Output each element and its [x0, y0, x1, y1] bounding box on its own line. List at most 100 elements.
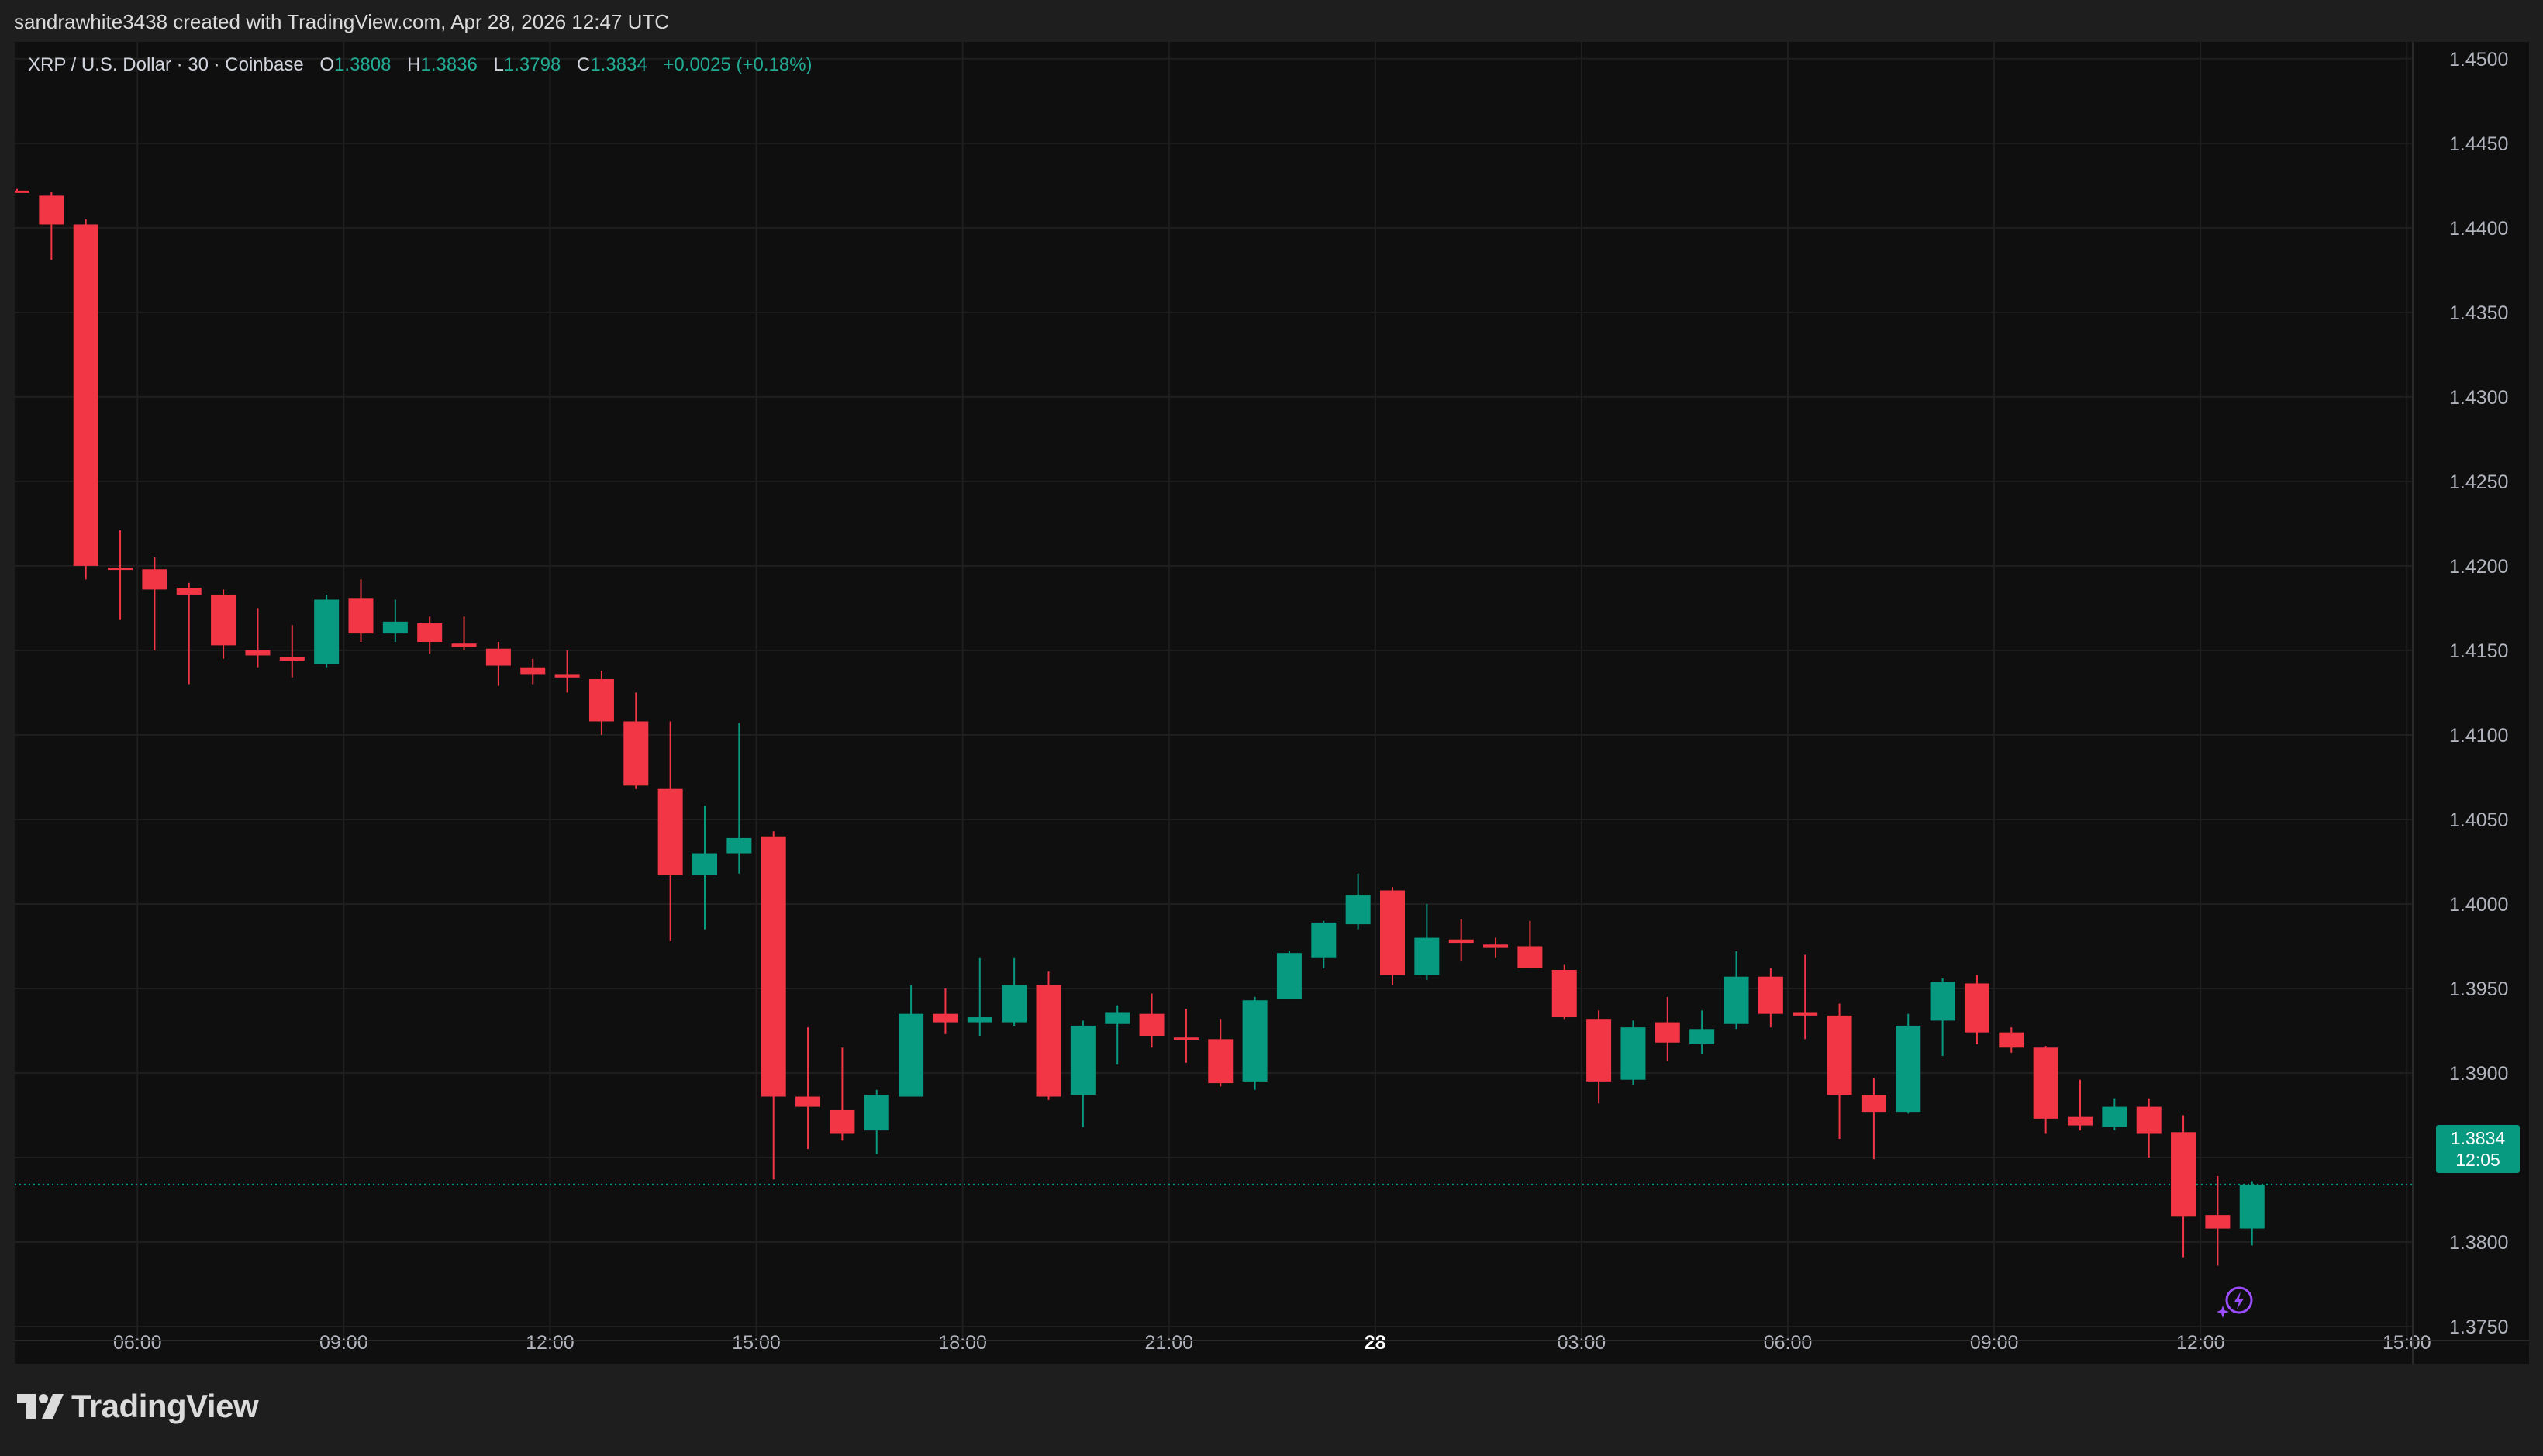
last-price-tag: 1.3834 12:05	[2436, 1125, 2520, 1173]
candle-body[interactable]	[1793, 1012, 1818, 1016]
candle-body[interactable]	[1896, 1025, 1921, 1113]
candle-body[interactable]	[73, 224, 98, 566]
lightning-bolt-icon[interactable]	[2216, 1284, 2255, 1320]
candle-body[interactable]	[830, 1109, 855, 1134]
candlestick-chart[interactable]: 1.4500 1.4450 1.4400 1.4350 1.4300 1.4250 1.42…	[15, 42, 2529, 1364]
candle-body[interactable]	[2239, 1184, 2265, 1229]
bar-countdown: 12:05	[2455, 1150, 2500, 1170]
candle-body[interactable]	[2068, 1116, 2093, 1126]
candle-body[interactable]	[2171, 1132, 2196, 1217]
candle-body[interactable]	[1689, 1029, 1715, 1044]
x-axis-tick-label: 06:00	[113, 1332, 162, 1354]
candle-body[interactable]	[933, 1013, 958, 1023]
candle-body[interactable]	[108, 568, 133, 571]
brand-name: TradingView	[71, 1388, 259, 1424]
candle-body[interactable]	[2102, 1106, 2127, 1127]
candle-body[interactable]	[1620, 1027, 1646, 1080]
candle-body[interactable]	[485, 648, 511, 666]
y-axis-tick-label: 1.4350	[2449, 302, 2508, 324]
candle-body[interactable]	[1345, 895, 1371, 925]
candle-body[interactable]	[899, 1013, 924, 1097]
candle-body[interactable]	[1551, 969, 1577, 1018]
candle-body[interactable]	[1483, 944, 1509, 948]
candle-body[interactable]	[1517, 946, 1543, 968]
open-label: O	[319, 54, 335, 75]
candle-body[interactable]	[1964, 983, 1989, 1033]
candle-body[interactable]	[795, 1096, 821, 1107]
candle-body[interactable]	[1242, 1000, 1268, 1082]
candle-body[interactable]	[142, 569, 167, 590]
candle-body[interactable]	[1586, 1019, 1612, 1082]
candle-body[interactable]	[520, 667, 546, 675]
x-axis-tick-label: 09:00	[1970, 1332, 2019, 1354]
y-axis-tick-label: 1.4150	[2449, 640, 2508, 662]
candle-body[interactable]	[1276, 953, 1302, 999]
symbol-legend: XRP / U.S. Dollar · 30 · Coinbase O1.380…	[28, 54, 813, 76]
candle-body[interactable]	[1758, 976, 1783, 1014]
candle-body[interactable]	[2033, 1047, 2058, 1119]
x-axis-tick-label: 15:00	[2383, 1332, 2431, 1354]
high-value: 1.3836	[420, 54, 478, 75]
y-axis-tick-label: 1.4100	[2449, 725, 2508, 747]
candle-body[interactable]	[657, 788, 683, 875]
candle-body[interactable]	[211, 594, 236, 646]
candle-body[interactable]	[692, 853, 717, 875]
candle-body[interactable]	[864, 1095, 889, 1131]
candle-body[interactable]	[451, 643, 477, 647]
x-axis-tick-label: 06:00	[1764, 1332, 1813, 1354]
candle-body[interactable]	[348, 598, 374, 634]
x-axis-tick-label: 15:00	[732, 1332, 781, 1354]
candle-body[interactable]	[1827, 1015, 1852, 1095]
tradingview-logo[interactable]: TradingView	[17, 1388, 259, 1425]
candle-body[interactable]	[417, 623, 443, 643]
candle-body[interactable]	[314, 599, 340, 664]
candle-body[interactable]	[176, 588, 202, 595]
candle-body[interactable]	[245, 650, 271, 656]
candle-body[interactable]	[1311, 922, 1337, 958]
candle-body[interactable]	[1655, 1022, 1680, 1043]
close-value: 1.3834	[590, 54, 647, 75]
y-axis-tick-label: 1.4300	[2449, 387, 2508, 409]
candle-body[interactable]	[726, 837, 752, 854]
candle-body[interactable]	[1036, 985, 1061, 1097]
candle-body[interactable]	[39, 195, 64, 225]
candle-body[interactable]	[1930, 982, 1955, 1021]
candle-body[interactable]	[15, 190, 29, 193]
tradingview-logo-icon	[17, 1394, 64, 1419]
candle-body[interactable]	[2205, 1215, 2231, 1229]
chart-panel[interactable]: 1.4500 1.4450 1.4400 1.4350 1.4300 1.4250 1.42…	[15, 42, 2529, 1364]
candle-body[interactable]	[1208, 1039, 1234, 1084]
change-value: +0.0025 (+0.18%)	[663, 54, 813, 75]
candle-body[interactable]	[1139, 1013, 1165, 1037]
symbol-title[interactable]: XRP / U.S. Dollar · 30 · Coinbase	[28, 54, 304, 75]
candle-body[interactable]	[1414, 937, 1440, 975]
x-axis-tick-label: 28	[1365, 1332, 1386, 1354]
candle-body[interactable]	[1002, 985, 1027, 1023]
low-label: L	[493, 54, 504, 75]
x-axis-tick-label: 12:00	[2176, 1332, 2225, 1354]
candle-body[interactable]	[761, 836, 786, 1097]
candle-body[interactable]	[554, 674, 580, 678]
open-value: 1.3808	[334, 54, 392, 75]
candle-body[interactable]	[279, 657, 305, 661]
candle-body[interactable]	[623, 721, 649, 786]
candle-body[interactable]	[1724, 976, 1749, 1024]
candle-body[interactable]	[1105, 1012, 1130, 1024]
candle-body[interactable]	[1070, 1025, 1096, 1095]
candle-body[interactable]	[1448, 939, 1474, 944]
candle-body[interactable]	[2136, 1106, 2162, 1134]
candle-body[interactable]	[1999, 1032, 2024, 1048]
candle-body[interactable]	[967, 1017, 992, 1023]
candle-body[interactable]	[1380, 890, 1405, 975]
candle-body[interactable]	[588, 678, 614, 722]
created-by-text: sandrawhite3438 created with TradingView…	[14, 10, 670, 33]
candle-body[interactable]	[1173, 1037, 1199, 1040]
y-axis-tick-label: 1.4400	[2449, 218, 2508, 240]
y-axis-tick-label: 1.3900	[2449, 1063, 2508, 1085]
high-label: H	[407, 54, 421, 75]
candle-body[interactable]	[382, 621, 408, 634]
candle-body[interactable]	[1861, 1095, 1886, 1113]
last-price-value: 1.3834	[2450, 1128, 2506, 1148]
y-axis-tick-label: 1.4000	[2449, 894, 2508, 916]
low-value: 1.3798	[503, 54, 561, 75]
